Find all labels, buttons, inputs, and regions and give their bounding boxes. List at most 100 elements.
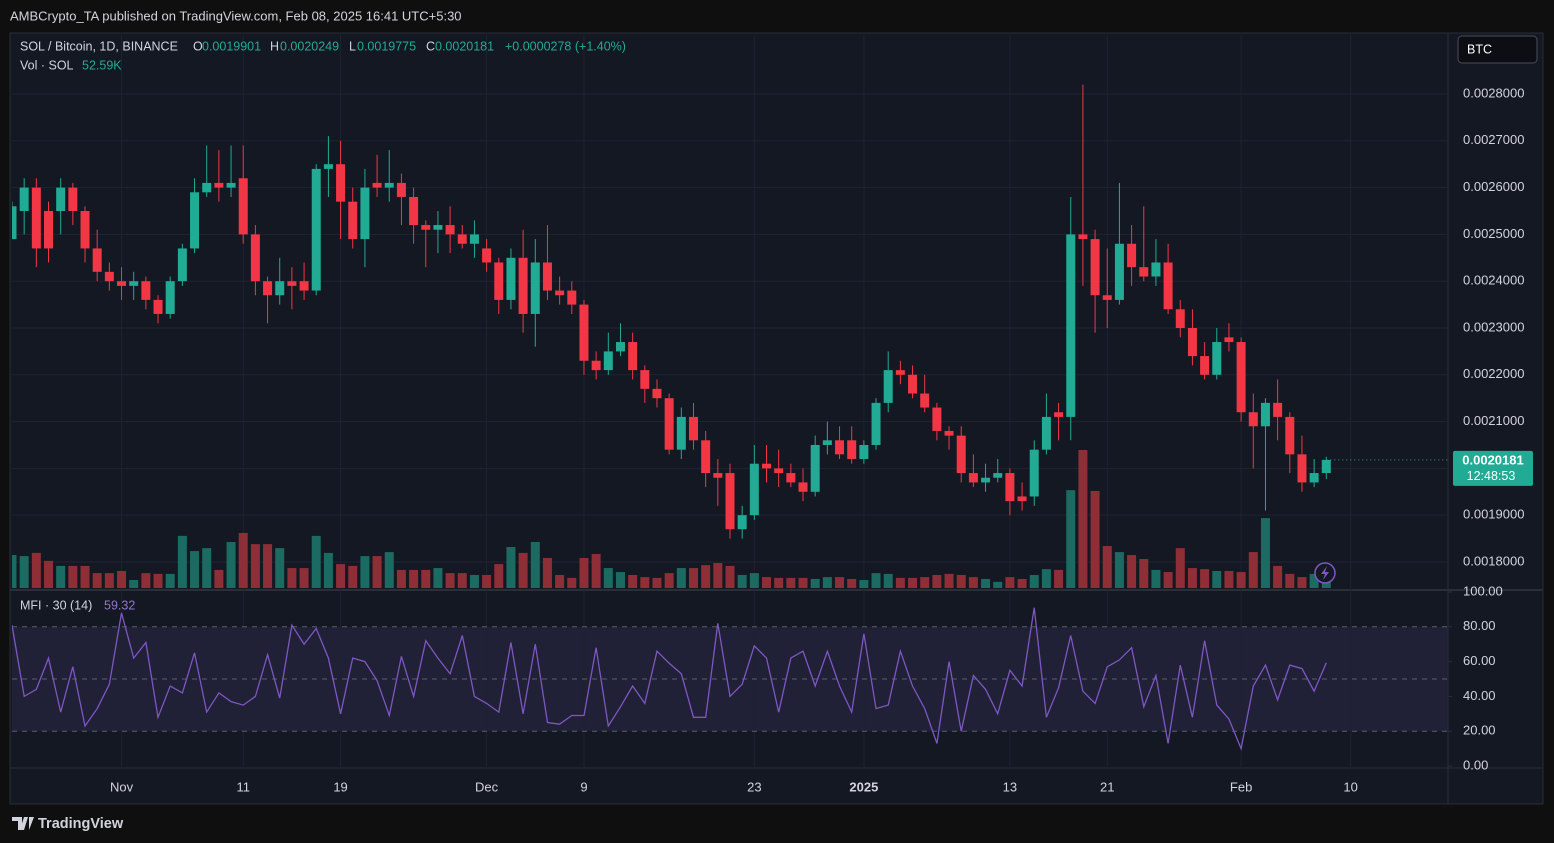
- candle-body: [1273, 402, 1283, 417]
- candles: [12, 84, 1331, 539]
- candle-body: [932, 407, 942, 431]
- volume-bar: [518, 552, 528, 588]
- currency-button[interactable]: [1457, 35, 1538, 64]
- x-tick-label: 19: [333, 779, 347, 794]
- candle-body: [555, 290, 565, 296]
- volume-bar: [555, 574, 565, 588]
- candle-body: [177, 248, 187, 282]
- volume-bar: [1078, 450, 1088, 588]
- candle-body: [1285, 416, 1295, 455]
- volume-bar: [1187, 568, 1197, 588]
- x-tick-label: 23: [747, 779, 761, 794]
- volume-bar: [762, 577, 772, 588]
- volume-bar: [360, 556, 370, 588]
- last-price-badge: [1453, 450, 1533, 486]
- volume-bar: [214, 569, 224, 588]
- volume-bar: [238, 532, 248, 588]
- candle-body: [238, 178, 248, 235]
- candle-body: [762, 463, 772, 469]
- candle-body: [1163, 262, 1173, 310]
- candle-body: [871, 402, 881, 445]
- volume-bar: [129, 580, 139, 588]
- volume-bar: [56, 565, 66, 588]
- volume-bar: [153, 573, 163, 588]
- candle-body: [202, 182, 212, 193]
- change-value: +0.0000278 (+1.40%): [505, 39, 626, 53]
- candle-body: [19, 187, 29, 212]
- candle-body: [396, 182, 406, 197]
- volume-bar: [372, 556, 382, 588]
- volume-last: 52.59K: [82, 58, 122, 72]
- candle-body: [1187, 327, 1197, 357]
- candle-body: [1175, 309, 1185, 328]
- volume-bar: [250, 544, 260, 588]
- candle-body: [129, 281, 139, 286]
- candle-body: [749, 463, 759, 516]
- candle-body: [1127, 243, 1137, 268]
- volume-bars: [12, 450, 1331, 588]
- candle-body: [1248, 412, 1258, 427]
- y-tick-label: 0.0023000: [1463, 319, 1524, 334]
- volume-bar: [1017, 578, 1027, 588]
- volume-bar: [1200, 569, 1210, 588]
- ohlc-key: H: [270, 39, 279, 53]
- candle-body: [336, 164, 346, 202]
- volume-bar: [810, 578, 820, 588]
- volume-bar: [1260, 518, 1270, 588]
- candle-body: [628, 342, 638, 371]
- candle-body: [1236, 342, 1246, 413]
- volume-bar: [1005, 577, 1015, 588]
- volume-bar: [1041, 569, 1051, 588]
- volume-bar: [1090, 490, 1100, 588]
- candle-body: [311, 168, 321, 291]
- candle-body: [993, 473, 1003, 478]
- mfi-title: MFI · 30 (14): [20, 598, 92, 612]
- volume-bar: [883, 573, 893, 588]
- volume-bar: [835, 577, 845, 588]
- currency-label[interactable]: BTC: [1467, 42, 1492, 56]
- candle-body: [1114, 243, 1124, 300]
- mfi-line: [12, 607, 1327, 751]
- candle-body: [1102, 295, 1112, 300]
- candle-body: [920, 393, 930, 408]
- volume-bar: [676, 568, 686, 588]
- volume-bar: [774, 577, 784, 588]
- volume-bar: [640, 577, 650, 588]
- y-tick-label: 0.0019000: [1463, 507, 1524, 522]
- candle-body: [12, 206, 17, 240]
- candle-body: [1066, 234, 1076, 417]
- candle-body: [798, 482, 808, 492]
- volume-bar: [457, 573, 467, 588]
- volume-bar: [1114, 552, 1124, 588]
- candle-body: [944, 430, 954, 436]
- candle-body: [226, 182, 236, 188]
- y-tick-label: 0.0026000: [1463, 179, 1524, 194]
- ohlc-key: L: [349, 39, 356, 53]
- candle-body: [263, 281, 273, 296]
- volume-bar: [384, 552, 394, 588]
- volume-bar: [409, 569, 419, 588]
- candle-body: [1017, 496, 1027, 502]
- candle-body: [835, 440, 845, 455]
- ohlc-value: 0.0020249: [280, 39, 339, 53]
- candle-body: [883, 370, 893, 403]
- candle-body: [165, 281, 175, 314]
- volume-bar: [530, 542, 540, 588]
- candle-body: [664, 398, 674, 450]
- ohlc-value: 0.0019901: [202, 39, 261, 53]
- candle-body: [421, 225, 431, 230]
- mfi-tick-label: 0.00: [1463, 757, 1488, 772]
- alert-icon-bolt[interactable]: [1321, 566, 1329, 580]
- candle-body: [1224, 337, 1234, 343]
- candle-body: [190, 192, 200, 249]
- volume-bar: [299, 568, 309, 588]
- volume-bar: [908, 577, 918, 588]
- mfi-band-fill: [12, 626, 1448, 732]
- x-tick-label: 9: [580, 779, 587, 794]
- mfi-last: 59.32: [104, 598, 135, 612]
- volume-bar: [944, 573, 954, 588]
- countdown-label: 12:48:53: [1467, 469, 1516, 483]
- volume-bar: [847, 578, 857, 588]
- volume-bar: [1285, 573, 1295, 588]
